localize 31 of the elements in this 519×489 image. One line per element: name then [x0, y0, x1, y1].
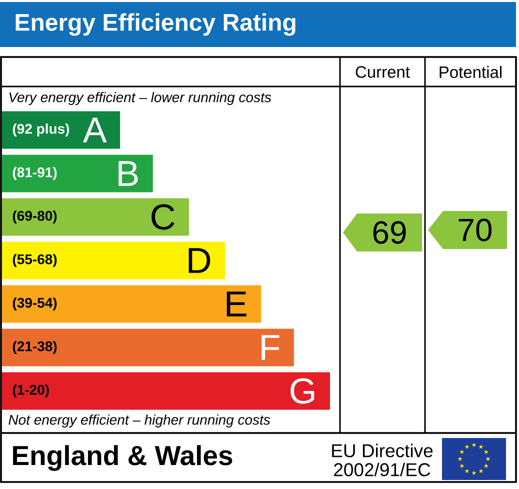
text: 70 [458, 218, 492, 242]
annotation: (81-91) [12, 166, 57, 180]
bar [2, 198, 189, 236]
bar [2, 111, 120, 149]
bar [2, 285, 262, 323]
y-tick-label: G [290, 378, 314, 404]
text: 2002/91/EC [334, 462, 430, 476]
text: Potential [440, 66, 502, 78]
chart-title: Energy Efficiency Rating [16, 13, 296, 36]
annotation: (21-38) [12, 340, 57, 354]
text: EU Directive [332, 444, 433, 458]
annotation: (55-68) [12, 254, 57, 268]
bar [2, 328, 294, 366]
y-tick-label: D [188, 248, 210, 273]
text: Very energy efficient – lower running costs [9, 92, 272, 106]
y-tick-label: E [226, 292, 246, 316]
annotation: (39-54) [12, 297, 57, 311]
y-tick-label: F [262, 335, 280, 360]
bar [2, 372, 330, 410]
bar [2, 242, 226, 280]
text: Current [356, 66, 410, 78]
annotation: (69-80) [12, 210, 57, 224]
y-tick-label: C [152, 204, 174, 230]
y-tick-label: A [82, 118, 107, 142]
annotation: (1-20) [12, 384, 49, 398]
y-tick-label: B [118, 161, 138, 186]
text: Not energy efficient – higher running costs [8, 414, 270, 428]
text: England & Wales [13, 445, 232, 471]
text: 69 [373, 221, 406, 244]
annotation: (92 plus) [12, 123, 70, 137]
bar [2, 154, 153, 192]
